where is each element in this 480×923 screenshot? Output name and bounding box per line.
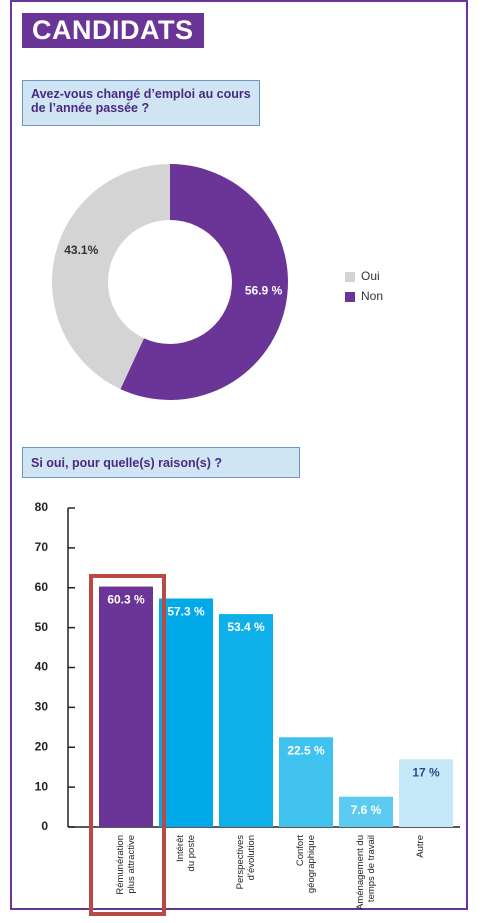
donut-slice xyxy=(120,164,288,400)
bar xyxy=(399,759,453,827)
bar xyxy=(339,796,393,827)
bar-label: 57.3 % xyxy=(167,605,205,619)
y-tick-label: 80 xyxy=(35,500,49,514)
legend-label: Non xyxy=(361,289,383,303)
bar-label: 53.4 % xyxy=(227,620,265,634)
highlight-box xyxy=(89,574,166,916)
bar-label: 17 % xyxy=(412,765,440,779)
frame xyxy=(10,0,468,910)
slice-label: 43.1% xyxy=(64,243,98,257)
x-tick-label: Perspectives d’évolution xyxy=(235,835,257,890)
y-tick-label: 50 xyxy=(35,620,49,634)
bar xyxy=(159,598,213,827)
bar xyxy=(99,586,153,827)
y-tick-label: 60 xyxy=(35,580,49,594)
donut-slice xyxy=(51,164,170,390)
y-tick-label: 0 xyxy=(41,819,48,833)
bar-label: 60.3 % xyxy=(107,593,145,607)
x-tick-label: Rémunération plus attractive xyxy=(115,835,137,895)
pie-title: Avez-vous changé d’emploi au cours de l’… xyxy=(22,80,260,126)
slice-label: 56.9 % xyxy=(245,283,283,297)
y-tick-label: 70 xyxy=(35,540,49,554)
y-tick-label: 10 xyxy=(35,779,49,793)
bar-label: 22.5 % xyxy=(287,743,325,757)
x-tick-label: Confort géographique xyxy=(295,835,317,894)
x-tick-label: Autre xyxy=(415,835,426,858)
y-tick-label: 30 xyxy=(35,700,49,714)
y-tick-label: 40 xyxy=(35,660,49,674)
legend-swatch xyxy=(345,292,355,302)
legend-swatch xyxy=(345,272,355,282)
bar xyxy=(219,614,273,827)
x-tick-label: Aménagement du temps de travail xyxy=(355,835,377,910)
x-tick-label: Intérêt du poste xyxy=(175,835,197,872)
bar-title: Si oui, pour quelle(s) raison(s) ? xyxy=(22,447,300,478)
y-tick-label: 20 xyxy=(35,739,49,753)
bar-label: 7.6 % xyxy=(351,803,382,817)
bar xyxy=(279,737,333,827)
header: CANDIDATS xyxy=(22,13,204,48)
legend-label: Oui xyxy=(361,269,380,283)
